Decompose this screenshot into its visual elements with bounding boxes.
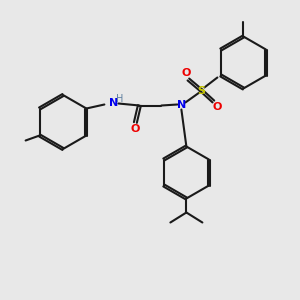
Text: O: O [182,68,191,77]
Text: O: O [213,103,222,112]
Text: N: N [177,100,186,110]
Text: O: O [131,124,140,134]
Text: S: S [197,85,206,95]
Text: N: N [109,98,118,109]
Text: H: H [116,94,124,104]
